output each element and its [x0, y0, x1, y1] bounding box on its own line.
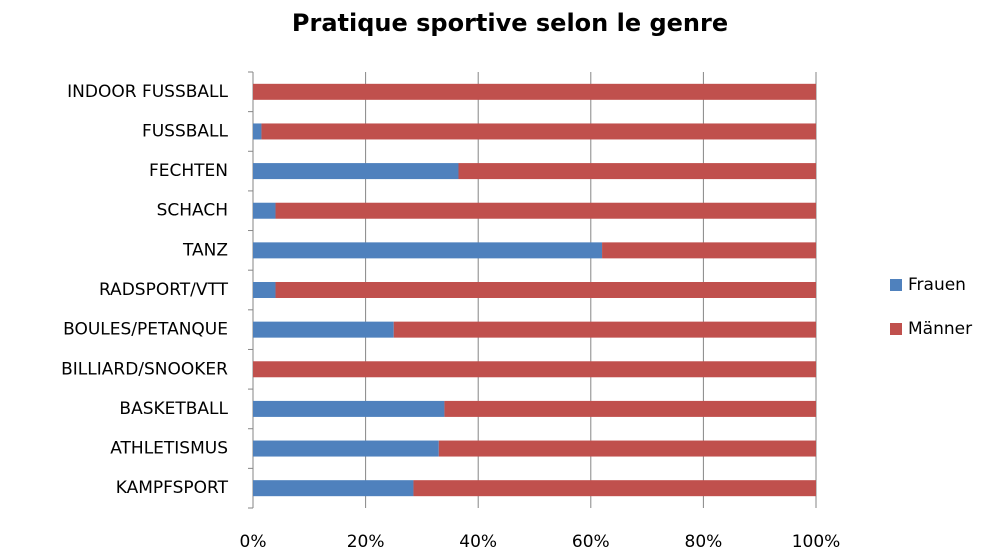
bar-segment — [253, 321, 394, 338]
y-tick-label: FECHTEN — [149, 161, 228, 181]
y-tick-label: INDOOR FUSSBALL — [67, 82, 228, 102]
bar-segment — [253, 480, 414, 497]
bar-segment — [253, 83, 816, 100]
legend-label: Frauen — [908, 275, 966, 295]
y-tick-label: BILLIARD/SNOOKER — [61, 359, 228, 379]
bar-segment — [253, 242, 603, 259]
bar-segment — [275, 202, 816, 219]
y-tick-label: ATHLETISMUS — [110, 439, 228, 459]
legend-swatch — [890, 323, 902, 335]
bar-segment — [253, 123, 262, 140]
legend-swatch — [890, 279, 902, 291]
x-tick-label: 20% — [347, 532, 385, 550]
bar-segment — [444, 400, 816, 417]
x-tick-label: 100% — [792, 532, 841, 550]
y-tick-label: BASKETBALL — [119, 399, 228, 419]
x-tick-label: 0% — [240, 532, 267, 550]
y-tick-label: KAMPFSPORT — [116, 478, 229, 498]
bar-segment — [458, 163, 816, 180]
x-tick-label: 80% — [685, 532, 723, 550]
bar-segment — [253, 163, 459, 180]
bar-segment — [275, 282, 816, 298]
y-tick-label: RADSPORT/VTT — [99, 280, 229, 300]
bar-segment — [253, 361, 816, 378]
y-tick-label: SCHACH — [157, 201, 228, 221]
bar-segment — [253, 440, 439, 457]
bar-segment — [253, 400, 445, 417]
x-tick-label: 40% — [459, 532, 497, 550]
y-tick-label: TANZ — [182, 240, 228, 260]
bar-segment — [253, 202, 276, 219]
legend-label: Männer — [908, 319, 972, 339]
x-tick-label: 60% — [572, 532, 610, 550]
bar-segment — [253, 282, 276, 298]
bar-segment — [261, 123, 816, 140]
y-tick-label: FUSSBALL — [142, 121, 229, 141]
bar-segment — [413, 480, 816, 497]
bar-segment — [602, 242, 816, 259]
bar-segment — [393, 321, 816, 338]
chart-title: Pratique sportive selon le genre — [292, 9, 728, 37]
bar-segment — [438, 440, 816, 457]
y-tick-label: BOULES/PETANQUE — [63, 320, 228, 340]
